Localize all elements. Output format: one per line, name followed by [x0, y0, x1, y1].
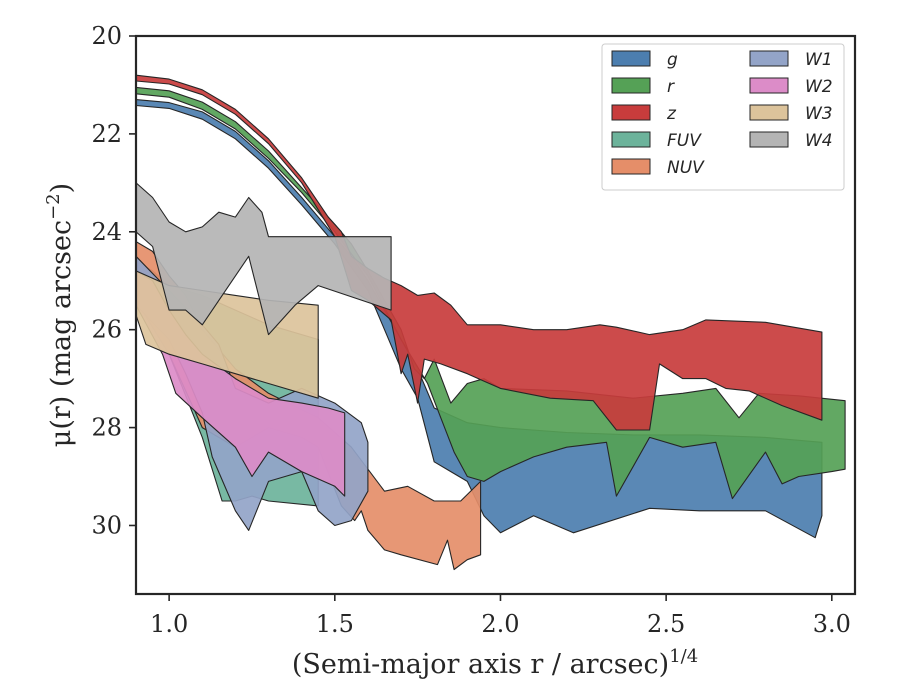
- legend-swatch-w4: [749, 131, 789, 148]
- x-tick-label: 2.0: [481, 610, 519, 638]
- legend-swatch-fuv: [611, 131, 651, 148]
- y-axis-title: μ(r) (mag arcsec−2): [43, 183, 77, 447]
- legend-label-w4: W4: [805, 131, 833, 151]
- x-axis-title: (Semi-major axis r / arcsec)1/4: [292, 646, 698, 680]
- y-tick-label: 24: [91, 218, 122, 246]
- legend-swatch-r: [611, 77, 651, 94]
- legend-swatch-w1: [749, 50, 789, 67]
- x-axis-ticks: 1.0 1.5 2.0 2.5 3.0: [150, 594, 851, 638]
- y-tick-label: 26: [91, 316, 122, 344]
- legend-swatch-nuv: [611, 158, 651, 175]
- x-tick-label: 3.0: [813, 610, 851, 638]
- x-tick-label: 1.0: [150, 610, 188, 638]
- x-tick-label: 2.5: [647, 610, 685, 638]
- legend-label-w2: W2: [805, 77, 833, 97]
- legend-label-z: z: [666, 104, 677, 124]
- legend-swatch-z: [611, 104, 651, 121]
- y-tick-label: 20: [91, 22, 122, 50]
- legend-label-nuv: NUV: [667, 158, 705, 178]
- legend-label-w1: W1: [805, 50, 833, 70]
- legend: grz FUV NUV W1 W2 W3 W4: [601, 43, 845, 191]
- legend-label-r: r: [667, 77, 675, 97]
- y-tick-label: 30: [91, 511, 122, 539]
- legend-label-fuv: FUV: [667, 131, 702, 151]
- legend-swatch-w3: [749, 104, 789, 121]
- legend-swatch-g: [611, 50, 651, 67]
- x-tick-label: 1.5: [316, 610, 354, 638]
- legend-label-g: g: [667, 50, 678, 70]
- y-tick-label: 22: [91, 120, 122, 148]
- legend-label-w3: W3: [805, 104, 833, 124]
- y-axis-ticks: 20 22 24 26 28 30: [91, 22, 136, 539]
- profile-bands: [136, 74, 846, 571]
- legend-swatch-w2: [749, 77, 789, 94]
- plot-frame: [134, 34, 857, 596]
- band-w4: [136, 182, 392, 336]
- y-tick-label: 28: [91, 414, 122, 442]
